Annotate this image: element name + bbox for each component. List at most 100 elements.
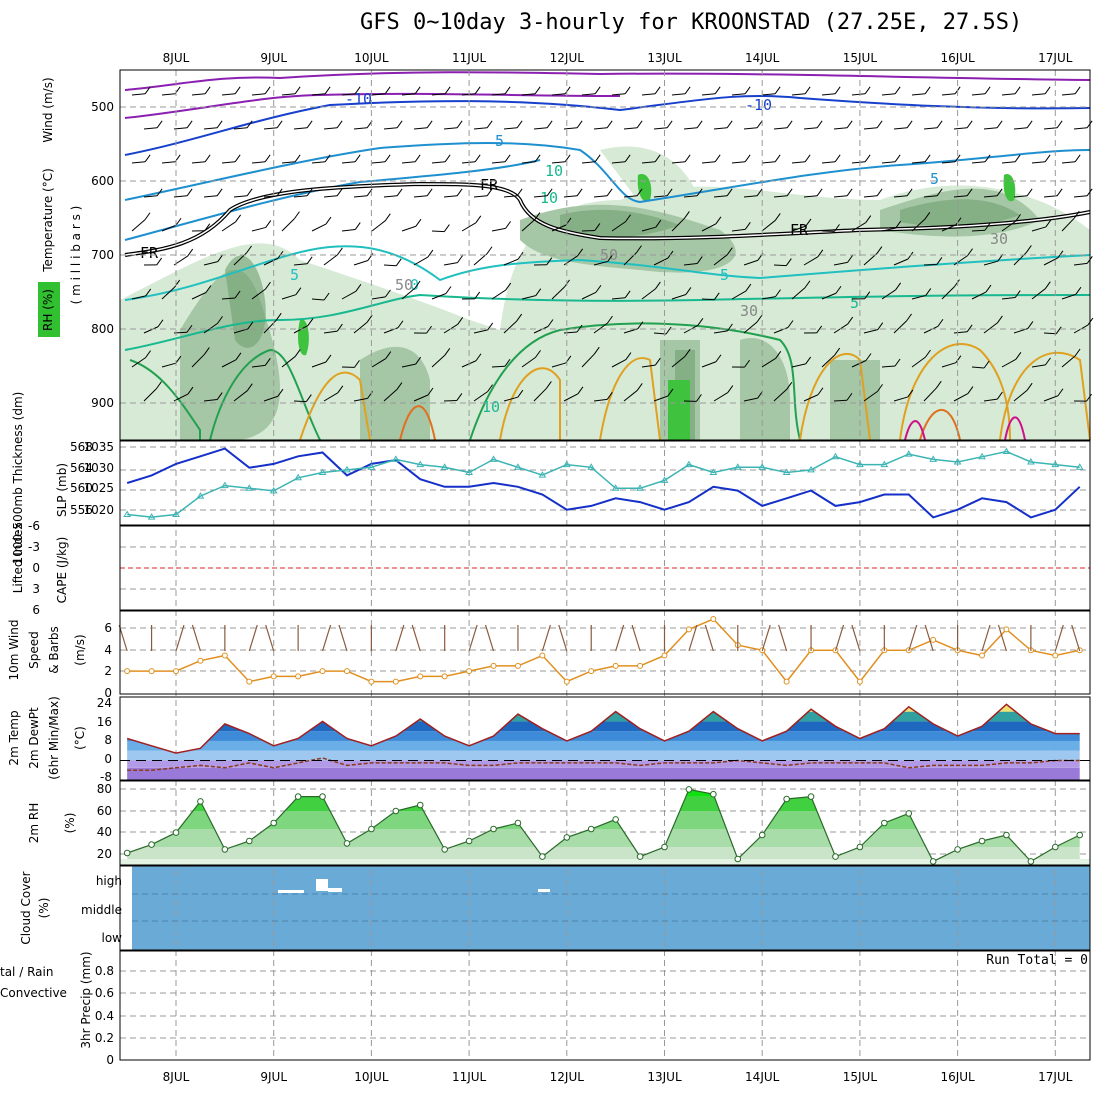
wind-barb-flag xyxy=(726,247,733,255)
wind-barb-flag xyxy=(246,120,253,129)
wind-barb-flag xyxy=(966,188,973,197)
wind-barb-flag xyxy=(384,154,391,163)
wind-barb xyxy=(551,286,565,300)
thickness-point xyxy=(465,468,473,475)
wind-barb-flag xyxy=(504,358,511,367)
wind-barb-flag xyxy=(907,389,914,398)
wind-barb xyxy=(833,127,848,130)
wind-barb-flag xyxy=(457,255,463,263)
wind-barb-flag xyxy=(925,349,931,358)
wind-barb-flag xyxy=(606,120,613,129)
wind-barb xyxy=(383,264,397,267)
wind-barb-10m xyxy=(761,624,771,652)
wind-barb xyxy=(203,127,218,130)
wind10-axis-label: 10m Wind xyxy=(7,620,21,681)
wind-barb xyxy=(221,297,236,300)
wind-barb-flag xyxy=(817,249,824,258)
isotherm-line xyxy=(124,159,541,241)
temp-band xyxy=(127,750,1080,761)
temp-band xyxy=(127,721,1080,732)
wind-barb-flag xyxy=(625,214,631,222)
wind-barb-flag xyxy=(277,388,284,397)
wind-barb-flag xyxy=(654,86,661,95)
wind-barb-flag xyxy=(1055,326,1062,335)
wind-barb-flag xyxy=(775,289,781,297)
rh-point xyxy=(685,786,693,793)
wind-barb-flag xyxy=(486,120,493,129)
wind-barb xyxy=(1013,127,1028,130)
wind-barb xyxy=(281,93,296,96)
wind-barb-flag xyxy=(276,188,283,197)
date-label-top: 17JUL xyxy=(1038,51,1073,65)
wind-barb xyxy=(431,354,446,368)
thickness-point xyxy=(538,471,547,478)
wind-barb-flag xyxy=(834,224,840,232)
wind-barb xyxy=(881,227,896,232)
wind-barb-flag xyxy=(654,281,661,290)
wind-barb-flag xyxy=(936,188,943,197)
wind-barb-flag xyxy=(385,289,391,298)
wind-speed-point xyxy=(319,668,326,675)
date-label-bottom: 14JUL xyxy=(745,1070,780,1084)
precip-tick: 0.8 xyxy=(95,964,114,978)
wind-barb-flag xyxy=(713,292,720,301)
wind-barb xyxy=(593,260,608,266)
wind-barb xyxy=(773,388,788,402)
wind-barb-flag xyxy=(175,355,182,364)
wind-barb-flag xyxy=(157,319,164,328)
wind-barb xyxy=(941,161,956,164)
wind-barb xyxy=(881,161,896,164)
rh-line xyxy=(126,788,1080,863)
wind-barb-flag xyxy=(516,120,523,129)
wind-barb xyxy=(611,359,627,368)
wind-barb xyxy=(161,93,176,96)
rh-point xyxy=(221,846,229,853)
wind-barb-flag xyxy=(1026,120,1033,129)
wind-barb-flag xyxy=(235,352,242,361)
wind-barb xyxy=(983,398,998,402)
wind-speed-point xyxy=(441,673,448,680)
wind-barb-flag xyxy=(1014,86,1021,95)
wind-barb-flag xyxy=(396,188,403,197)
thickness-point xyxy=(660,476,669,483)
rh-point xyxy=(1076,831,1084,839)
wind-barb-flag xyxy=(1075,286,1082,295)
wind-barb-flag xyxy=(804,280,811,289)
wind-barb xyxy=(173,127,188,130)
wind-barb xyxy=(671,218,685,232)
date-label-bottom: 13JUL xyxy=(647,1070,682,1084)
wind-barb-flag xyxy=(426,325,432,334)
wind-speed-point xyxy=(856,678,863,685)
wind-barb-flag xyxy=(594,223,601,231)
wind-barb xyxy=(563,127,578,130)
wind-barb-flag xyxy=(187,248,194,257)
temp-band xyxy=(127,704,1080,712)
wind-barb-flag xyxy=(547,319,554,327)
wind-barb-flag xyxy=(564,86,571,95)
wind-barb-flag xyxy=(996,188,1003,197)
wind-barb-flag xyxy=(594,154,601,163)
wind-barb-flag xyxy=(186,324,193,333)
wind-barb-flag xyxy=(846,120,853,129)
wind-barb-flag xyxy=(684,86,691,95)
wind-barb xyxy=(323,392,339,402)
rh-shade-bright xyxy=(298,319,309,356)
cloud-unit-label: (%) xyxy=(37,898,51,919)
wind-barb-flag xyxy=(1045,357,1051,366)
wind-barb-flag xyxy=(265,281,271,290)
wind-barb-flag xyxy=(535,350,541,358)
rh-point xyxy=(319,793,326,800)
wind-barb xyxy=(851,93,866,96)
wind-barb-flag xyxy=(355,284,362,292)
wind-barb xyxy=(803,256,819,266)
wind-barb xyxy=(713,330,728,334)
wind-barb xyxy=(281,356,296,368)
thickness-point xyxy=(220,481,229,489)
thickness-point xyxy=(367,463,376,470)
wind-speed-point xyxy=(1003,626,1010,633)
wind-barb-flag xyxy=(865,353,872,361)
lifted-index-axis-label: Lifted Index xyxy=(11,523,25,594)
wind-barb xyxy=(431,93,446,96)
wind-barb xyxy=(1001,220,1016,232)
wind-barb-flag xyxy=(1057,250,1064,259)
